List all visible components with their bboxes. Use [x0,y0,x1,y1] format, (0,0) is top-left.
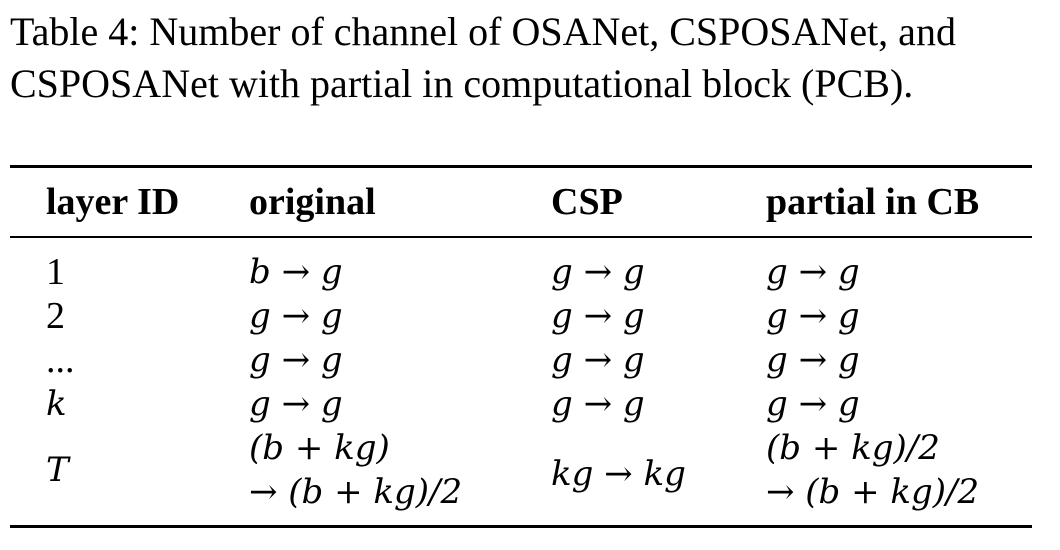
row-3-csp: g → g [551,340,645,380]
row-1-csp: g → g [551,252,645,292]
row-3-original: g → g [249,340,343,380]
row-5-pcb-line-1: (b + kg)/2 [766,428,940,468]
row-1-layer: 1 [46,251,65,293]
row-4-pcb: g → g [766,384,860,424]
caption-line-1: Table 4: Number of channel of OSANet, CS… [10,9,956,54]
table-bottom-rule [10,525,1032,528]
table-top-rule [10,165,1032,168]
row-2-csp: g → g [551,296,645,336]
row-2-pcb: g → g [766,296,860,336]
row-1-original: b → g [249,252,343,292]
table-caption: Table 4: Number of channel of OSANet, CS… [10,6,1050,110]
row-3-layer: ... [46,339,75,381]
header-csp: CSP [551,181,623,223]
row-5-layer: T [46,450,69,490]
row-4-csp: g → g [551,384,645,424]
row-5-csp: kg → kg [551,454,686,494]
header-partial-in-cb: partial in CB [766,181,980,223]
row-5-original-line-1: (b + kg) [249,428,390,468]
row-1-pcb: g → g [766,252,860,292]
row-2-original: g → g [249,296,343,336]
row-5-original-line-2: → (b + kg)/2 [249,472,463,512]
row-4-layer: k [46,384,67,424]
row-3-pcb: g → g [766,340,860,380]
row-2-layer: 2 [46,295,65,337]
table-header-rule [10,236,1032,238]
row-4-original: g → g [249,384,343,424]
header-original: original [249,181,376,223]
header-layer-id: layer ID [46,181,180,223]
caption-line-2: CSPOSANet with partial in computational … [10,61,914,106]
row-5-pcb-line-2: → (b + kg)/2 [766,472,980,512]
